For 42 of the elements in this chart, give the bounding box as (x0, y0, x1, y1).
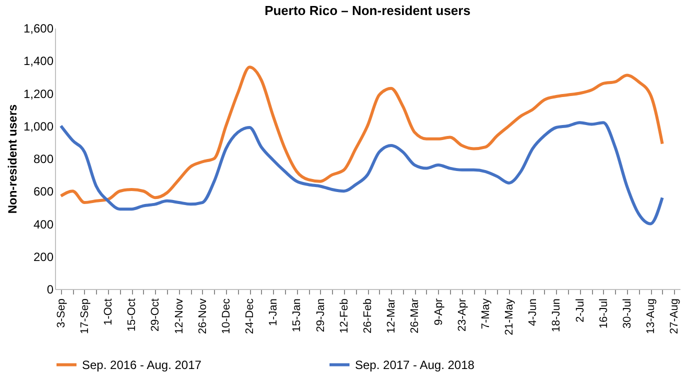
x-tick-label: 2-Jul (574, 298, 586, 322)
y-tick-label: 1,400 (23, 54, 54, 68)
x-tick-label: 10-Dec (220, 298, 232, 334)
x-tick-label: 21-May (504, 298, 516, 336)
x-tick-label: 23-Apr (456, 298, 468, 332)
y-tick-label: 0 (46, 282, 54, 296)
x-tick-label: 12-Nov (173, 298, 186, 334)
x-tick-label: 26-Feb (362, 298, 374, 334)
legend-label: Sep. 2017 - Aug. 2018 (355, 358, 475, 372)
x-tick-label: 30-Jul (621, 298, 634, 328)
x-tick-label: 12-Mar (386, 298, 398, 334)
x-tick-label: 7-May (480, 298, 492, 330)
x-tick-label: 1-Oct (102, 298, 115, 326)
y-tick-label: 1,200 (23, 86, 54, 101)
x-tick-label: 15-Oct (126, 298, 138, 332)
line-series (59, 121, 664, 226)
x-tick-label: 1-Jan (268, 298, 280, 326)
y-tick-label: 1,000 (23, 119, 54, 134)
x-tick-label: 29-Jan (314, 298, 327, 332)
x-tick-label: 16-Jul (598, 298, 610, 328)
legend-label: Sep. 2016 - Aug. 2017 (82, 358, 202, 372)
x-tick-label: 29-Oct (150, 298, 162, 332)
y-axis-title: Non-resident users (5, 104, 20, 214)
chart-title: Puerto Rico – Non-resident users (264, 3, 470, 18)
x-tick-label: 3-Sep (55, 298, 68, 328)
y-tick-label: 600 (33, 184, 54, 199)
y-tick-label: 400 (33, 217, 54, 232)
x-tick-label: 26-Mar (409, 298, 422, 334)
y-tick-label: 200 (33, 250, 54, 264)
x-tick-label: 26-Nov (196, 298, 209, 334)
x-tick-label: 15-Jan (291, 298, 304, 332)
x-tick-label: 13-Aug (645, 298, 658, 334)
x-tick-label: 18-Jun (550, 298, 563, 332)
x-tick-label: 17-Sep (78, 298, 91, 334)
x-tick-label: 24-Dec (244, 298, 256, 334)
y-tick-label: 1,600 (23, 22, 54, 36)
y-tick-label: 800 (33, 152, 54, 166)
x-tick-label: 9-Apr (432, 298, 445, 326)
x-tick-label: 12-Feb (338, 298, 350, 334)
line-series (59, 66, 664, 204)
x-tick-label: 4-Jun (527, 298, 540, 326)
x-tick-label: 27-Aug (668, 298, 681, 334)
